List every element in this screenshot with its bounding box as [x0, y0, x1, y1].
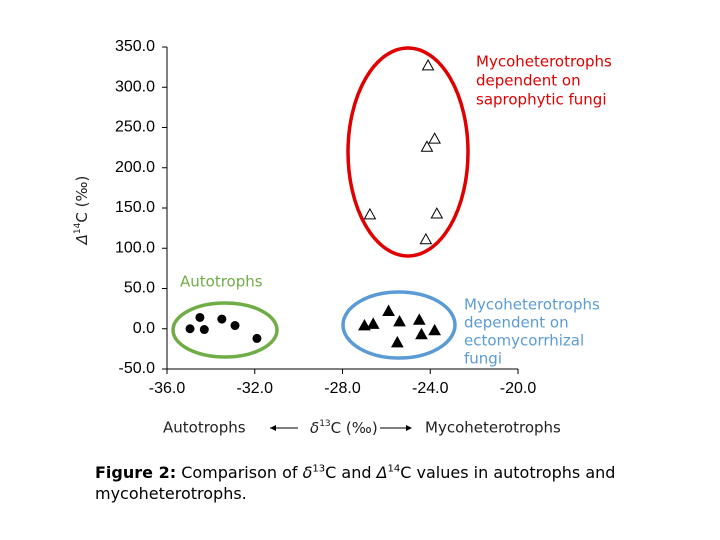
annotation: dependent on: [464, 314, 569, 332]
annotation: dependent on: [476, 72, 581, 90]
y-tick-label: 0.0: [133, 320, 155, 337]
point: [195, 312, 205, 322]
point: [428, 323, 441, 336]
point: [230, 321, 240, 331]
x-tick-label: -24.0: [412, 380, 449, 397]
caption-part: C and: [325, 463, 377, 482]
group-ellipse: [171, 301, 279, 359]
point: [217, 314, 227, 324]
annotation: Mycoheterotrophs: [476, 53, 612, 71]
x-tick-label: -20.0: [500, 380, 537, 397]
point: [366, 317, 380, 329]
caption-part: δ: [302, 463, 313, 482]
annotation: Autotrophs: [180, 273, 263, 291]
caption-part: Δ: [376, 463, 388, 482]
y-axis-label: Δ14C (‰): [73, 176, 91, 246]
point: [185, 324, 195, 334]
group-ellipse: [341, 290, 457, 360]
x-label-right: Mycoheterotrophs: [425, 419, 561, 437]
y-label-text: C (‰): [73, 176, 91, 223]
x-label-text: C (‰): [331, 419, 378, 437]
point: [420, 140, 434, 152]
y-tick-label: 300.0: [115, 78, 155, 95]
point: [421, 58, 435, 71]
point: [419, 232, 433, 245]
caption-part: C values in autotrophs and mycoheterotro…: [95, 463, 616, 503]
y-tick-label: 200.0: [115, 159, 155, 176]
caption-part: Figure 2:: [95, 463, 177, 482]
arrow-head: [406, 425, 412, 431]
x-tick-label: -36.0: [149, 380, 186, 397]
y-label-sup: 14: [73, 222, 83, 234]
annotation: Mycoheterotrophs: [464, 296, 600, 314]
x-axis-label: δ13C (‰): [310, 419, 378, 437]
group-ellipse: [346, 46, 470, 258]
arrow-head: [270, 425, 276, 431]
caption: Figure 2: Comparison of δ13C and Δ14C va…: [95, 462, 625, 504]
x-label-symbol: δ: [310, 419, 319, 437]
x-label-sup: 13: [319, 419, 330, 429]
y-tick-label: 350.0: [115, 38, 155, 55]
point: [412, 313, 426, 325]
y-tick-label: 250.0: [115, 119, 155, 136]
point: [199, 325, 209, 335]
y-tick-label: 50.0: [124, 280, 155, 297]
y-tick-label: 150.0: [115, 199, 155, 216]
y-tick-label: -50.0: [119, 360, 156, 377]
point: [415, 327, 428, 340]
caption-part: 13: [312, 463, 326, 475]
point: [358, 319, 371, 331]
y-label-symbol: Δ: [73, 234, 91, 245]
x-tick-label: -28.0: [324, 380, 361, 397]
annotation: fungi: [464, 350, 502, 368]
point: [252, 333, 262, 343]
point: [428, 132, 441, 144]
point: [382, 304, 395, 316]
x-tick-label: -32.0: [237, 380, 274, 397]
point: [363, 207, 377, 220]
x-label-left: Autotrophs: [163, 419, 246, 437]
annotation: ectomycorrhizal: [464, 332, 584, 350]
point: [393, 314, 406, 327]
point: [430, 207, 444, 219]
caption-part: 14: [387, 463, 401, 475]
annotation: saprophytic fungi: [476, 91, 607, 109]
y-tick-label: 100.0: [115, 239, 155, 256]
point: [390, 335, 404, 348]
caption-part: Comparison of: [176, 463, 303, 482]
